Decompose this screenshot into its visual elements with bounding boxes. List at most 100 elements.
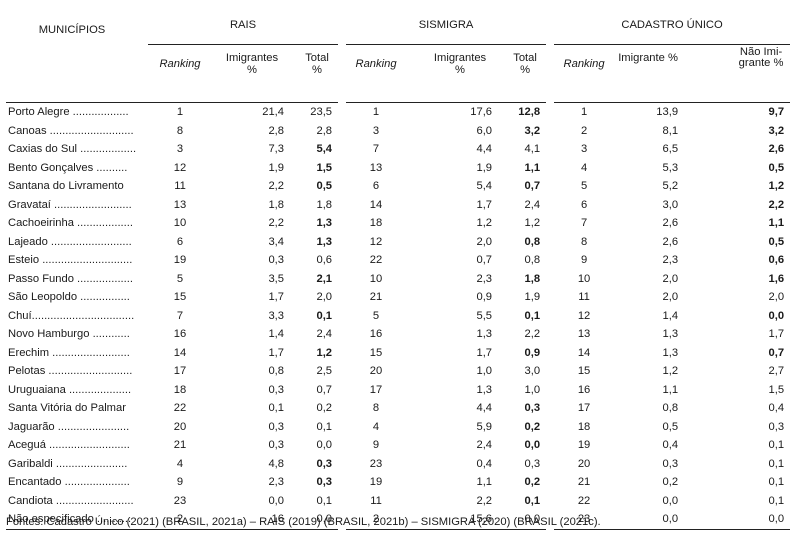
cell-sismigra-imigrantes: 1,7 [476, 198, 493, 211]
cell-municipio: Canoas ........................... [8, 124, 134, 137]
cell-municipio: Encantado ..................... [8, 476, 130, 488]
cell-rais-imigrantes: 0,8 [268, 365, 284, 377]
cell-sismigra-ranking: 18 [338, 214, 407, 233]
cell-cadastro-nao-imigrante: 0,1 [768, 439, 785, 451]
table-row: Canoas ........................... 8 2,8 2,… [6, 121, 790, 140]
cell-sismigra-imigrantes: 0,4 [476, 457, 493, 470]
header-sismigra-total-pct: Total % [513, 52, 537, 76]
table-row: Passo Fundo .................. 5 3,5 2,1 10 2… [6, 269, 790, 288]
cell-sismigra-imigrantes: 17,6 [470, 106, 493, 118]
cell-sismigra-imigrantes: 1,0 [476, 365, 493, 377]
cell-rais-total: 0,0 [290, 510, 343, 530]
header-cadastro-ranking: Ranking [546, 44, 615, 103]
cell-sismigra-total: 0,1 [524, 309, 541, 322]
cell-rais-imigrantes: 7,3 [268, 143, 284, 155]
municipality-table-container: MUNICÍPIOS RAIS SISMIGRA CADASTRO ÚNICO … [6, 6, 791, 530]
cell-cadastro-ranking: 9 [546, 251, 615, 270]
cell-cadastro-nao-imigrante: 0,5 [768, 235, 785, 248]
cell-cadastro-nao-imigrante: 0,0 [768, 309, 785, 322]
cell-sismigra-imigrantes: 15,6 [406, 510, 499, 530]
cell-sismigra-imigrantes: 1,3 [476, 383, 493, 396]
cell-cadastro-imigrante: 2,3 [662, 254, 679, 266]
cell-rais-total: 0,1 [316, 494, 333, 507]
table-row: Gravataí ......................... 13 1,8 1… [6, 195, 790, 214]
cell-sismigra-total: 0,2 [524, 476, 541, 488]
cell-sismigra-total: 0,1 [524, 494, 541, 507]
cell-cadastro-ranking: 4 [546, 158, 615, 177]
cell-rais-imigrantes: 1,8 [268, 198, 284, 211]
cell-cadastro-ranking: 2 [546, 121, 615, 140]
cell-sismigra-imigrantes: 1,9 [476, 161, 493, 174]
header-group-sismigra: SISMIGRA [338, 6, 551, 45]
cell-rais-total: 0,1 [316, 309, 333, 322]
cell-rais-total: 1,8 [316, 198, 333, 211]
cell-sismigra-ranking: 20 [338, 362, 407, 381]
table-row: São Leopoldo ................ 15 1,7 2,0 21 0… [6, 288, 790, 307]
cell-cadastro-ranking: 8 [546, 232, 615, 251]
table-row: Candiota ......................... 23 0,0 0… [6, 491, 790, 510]
cell-sismigra-imigrantes: 4,4 [476, 143, 493, 155]
cell-rais-total: 0,5 [316, 180, 333, 192]
table-row: Santana do Livramento 11 2,2 0,5 6 5,4 0,7 5 5,2… [6, 177, 790, 196]
cell-cadastro-nao-imigrante: 3,2 [768, 124, 785, 137]
cell-rais-total: 2,5 [316, 365, 333, 377]
cell-municipio: São Leopoldo ................ [8, 291, 130, 303]
cell-municipio: Chuí................................. [8, 309, 135, 322]
cell-cadastro-imigrante: 0,3 [662, 457, 679, 470]
table-row: Cachoeirinha .................. 10 2,2 1,3 1… [6, 214, 790, 233]
cell-rais-total: 23,5 [310, 106, 333, 118]
cell-sismigra-total: 0,3 [524, 457, 541, 470]
cell-rais-ranking: 6 [176, 235, 184, 248]
cell-cadastro-ranking: 3 [546, 140, 615, 159]
table-row: Garibaldi ....................... 4 4,8 0,3… [6, 454, 790, 473]
cell-cadastro-imigrante: 0,0 [662, 494, 679, 507]
cell-rais-imigrantes: 3,5 [268, 272, 284, 285]
cell-rais-imigrantes: 0,3 [268, 439, 284, 451]
cell-rais-imigrantes: 3,4 [268, 235, 284, 248]
cell-sismigra-ranking: 2 [338, 510, 407, 530]
cell-sismigra-total: 2,2 [524, 328, 541, 340]
cell-rais-imigrantes: 2,3 [268, 476, 284, 488]
table-row: Lajeado .......................... 6 3,4 1,… [6, 232, 790, 251]
cell-sismigra-total: 1,9 [524, 291, 541, 303]
table-row: Porto Alegre .................. 1 21,4 23,5… [6, 102, 790, 122]
cell-sismigra-total: 12,8 [518, 106, 541, 118]
cell-rais-imigrantes: 2,2 [268, 217, 284, 229]
cell-cadastro-ranking: 19 [546, 436, 615, 455]
table-row: Novo Hamburgo ............ 16 1,4 2,4 16 1,3 2… [6, 325, 790, 344]
cell-rais-ranking: 5 [176, 272, 184, 285]
cell-cadastro-imigrante: 2,6 [662, 235, 679, 248]
cell-sismigra-total: 4,1 [524, 143, 541, 155]
cell-cadastro-imigrante: 1,1 [662, 383, 679, 396]
cell-sismigra-imigrantes: 5,4 [476, 180, 493, 192]
cell-cadastro-imigrante: 0,2 [662, 476, 679, 488]
table-row: Erechim ......................... 14 1,7 1,… [6, 343, 790, 362]
cell-sismigra-ranking: 7 [338, 140, 407, 159]
cell-sismigra-ranking: 9 [338, 436, 407, 455]
cell-rais-ranking: 18 [173, 383, 187, 396]
cell-cadastro-nao-imigrante: 1,7 [768, 328, 785, 340]
cell-cadastro-ranking: 10 [546, 269, 615, 288]
table-row: Chuí................................. 7 3,… [6, 306, 790, 325]
cell-sismigra-ranking: 21 [338, 288, 407, 307]
cell-rais-imigrantes: 1,4 [268, 328, 284, 340]
cell-rais-ranking: 17 [173, 365, 187, 377]
cell-cadastro-nao-imigrante: 0,4 [768, 402, 785, 414]
cell-cadastro-nao-imigrante: 1,1 [768, 217, 785, 229]
cell-municipio: Jaguarão ....................... [8, 420, 130, 433]
cell-sismigra-ranking: 1 [338, 102, 407, 122]
cell-rais-imigrantes: 3,3 [268, 309, 284, 322]
cell-rais-ranking: 21 [173, 439, 187, 451]
table-row: Santa Vitória do Palmar 22 0,1 0,2 8 4,4 0,3 17… [6, 399, 790, 418]
cell-cadastro-nao-imigrante: 2,7 [768, 365, 785, 377]
cell-rais-total: 0,7 [316, 383, 333, 396]
cell-cadastro-imigrante: 0,0 [614, 510, 685, 530]
header-group-cadastro-unico: CADASTRO ÚNICO [546, 6, 791, 45]
cell-cadastro-nao-imigrante: 2,6 [768, 143, 785, 155]
cell-cadastro-ranking: 20 [546, 454, 615, 473]
cell-cadastro-ranking: 17 [546, 399, 615, 418]
cell-cadastro-nao-imigrante: 1,2 [768, 180, 785, 192]
cell-sismigra-imigrantes: 5,5 [476, 309, 493, 322]
cell-municipio: Bento Gonçalves .......... [8, 161, 128, 174]
cell-sismigra-total: 0,9 [524, 346, 541, 359]
